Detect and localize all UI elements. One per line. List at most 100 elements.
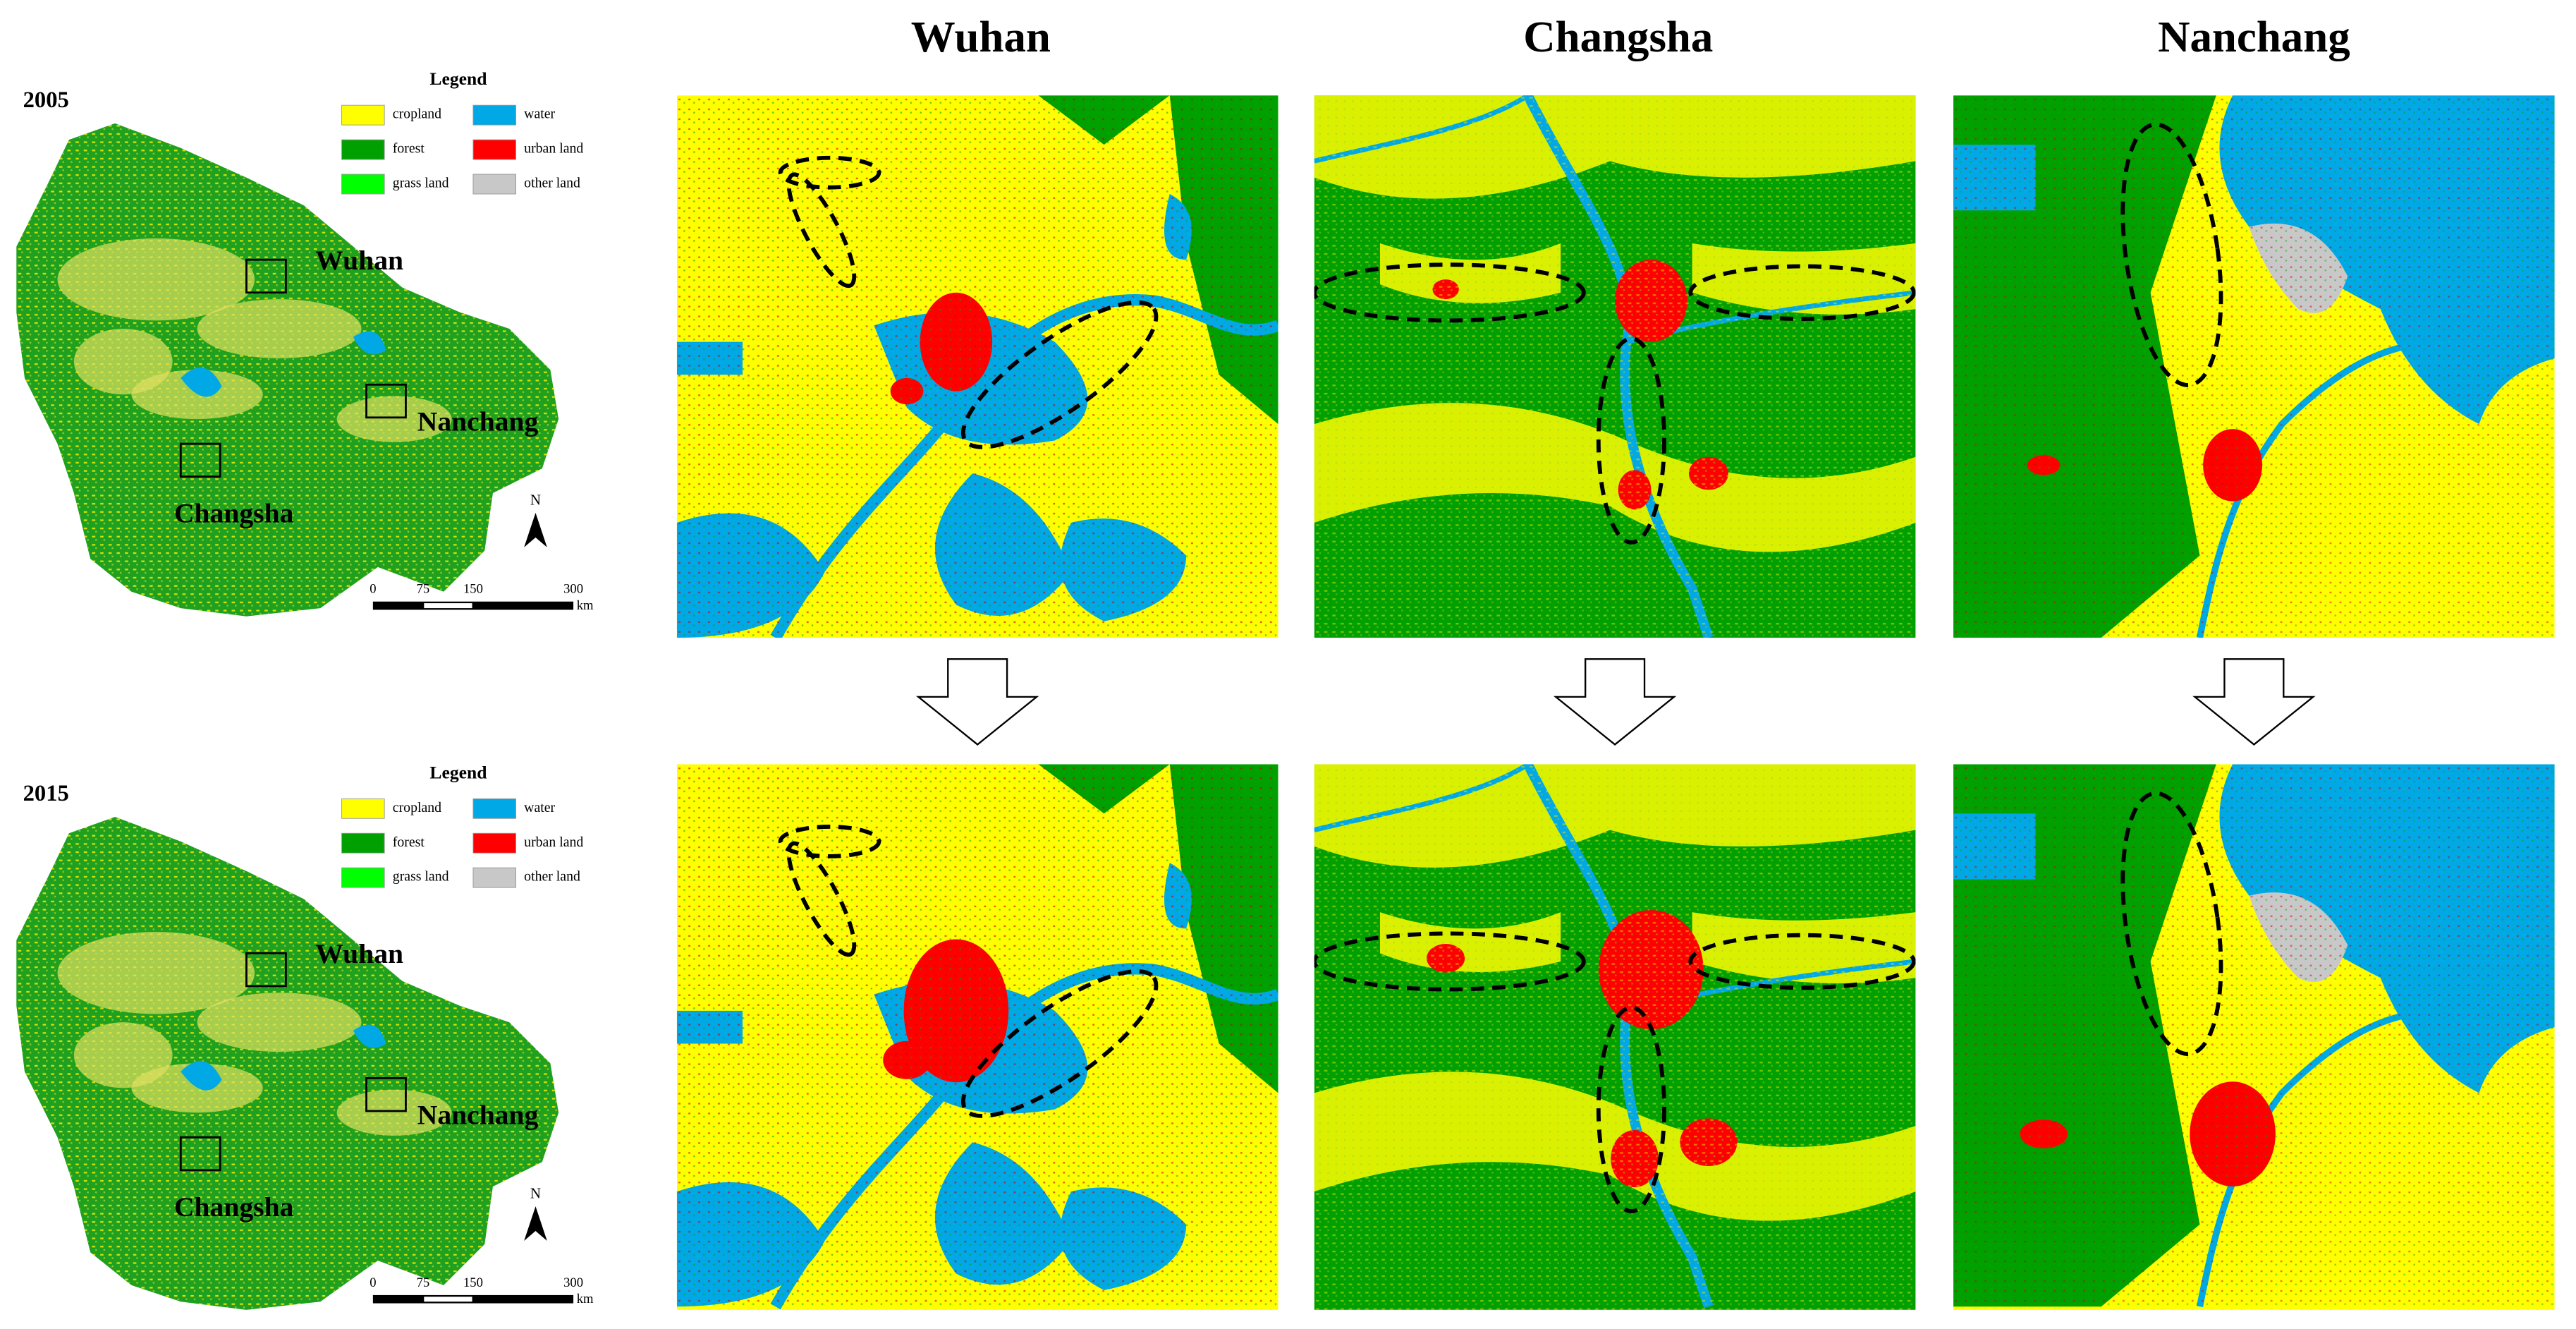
legend-label: water	[524, 107, 555, 122]
legend-swatch	[472, 832, 516, 854]
transition-arrow	[1553, 658, 1677, 746]
legend-swatch	[472, 104, 516, 126]
transition-arrow	[2192, 658, 2316, 746]
city-map	[1314, 95, 1916, 638]
city-label: Nanchang	[417, 1099, 539, 1130]
legend-swatch	[341, 798, 385, 819]
scale-bar-white	[424, 1297, 472, 1302]
scale-bar	[372, 1294, 574, 1304]
city-box	[365, 1076, 407, 1112]
highlight-ellipse	[778, 825, 881, 858]
column-title: Wuhan	[911, 12, 1051, 61]
cropland-area	[197, 299, 362, 358]
city-box	[245, 952, 287, 988]
city-box	[245, 258, 287, 294]
highlight-ellipse	[786, 841, 857, 957]
city-label: Wuhan	[315, 938, 403, 969]
transition-arrow	[916, 658, 1039, 746]
scale-label: 0	[370, 582, 376, 597]
scale-label: 150	[463, 1275, 483, 1290]
cropland-area	[131, 1063, 263, 1113]
highlight-ellipse	[786, 172, 857, 289]
legend-label: cropland	[393, 107, 441, 122]
scale-label: 150	[463, 582, 483, 597]
city-label: Changsha	[174, 1191, 294, 1222]
legend-title: Legend	[429, 68, 487, 89]
cropland-area	[57, 238, 255, 321]
city-box	[179, 1136, 221, 1172]
north-arrow	[524, 512, 547, 547]
scale-unit: km	[577, 598, 594, 613]
city-map	[1314, 764, 1916, 1310]
highlight-ellipse	[1314, 931, 1586, 992]
column-title: Changsha	[1523, 12, 1713, 61]
speckle	[1953, 764, 2555, 1310]
cropland-area	[73, 1022, 173, 1088]
north-arrow	[524, 1206, 547, 1242]
speckle	[1314, 95, 1916, 638]
legend-swatch	[341, 139, 385, 160]
scale-label: 300	[563, 1275, 583, 1290]
speckle	[676, 764, 1278, 1310]
legend-label: cropland	[393, 800, 441, 815]
scale-bar	[372, 601, 574, 610]
legend-swatch	[341, 174, 385, 195]
city-label: Changsha	[174, 498, 294, 529]
scale-label: 0	[370, 1275, 376, 1290]
city-box	[365, 383, 407, 419]
city-map	[676, 95, 1278, 638]
legend-label: water	[524, 800, 555, 815]
legend-swatch	[472, 174, 516, 195]
legend-swatch	[472, 798, 516, 819]
legend-swatch	[341, 104, 385, 126]
speckle	[1314, 764, 1916, 1310]
highlight-ellipse	[778, 155, 881, 190]
speckle	[1953, 95, 2555, 638]
cropland-area	[73, 329, 173, 395]
cropland-area	[57, 932, 255, 1014]
legend-swatch	[472, 867, 516, 888]
legend-swatch	[341, 867, 385, 888]
legend-label: urban land	[524, 835, 583, 850]
legend-swatch	[341, 832, 385, 854]
north-label: N	[530, 491, 541, 508]
highlight-ellipse	[1688, 264, 1916, 321]
highlight-ellipse	[2120, 791, 2223, 1057]
highlight-ellipse	[1596, 1005, 1666, 1214]
scale-label: 300	[563, 582, 583, 597]
city-map	[676, 764, 1278, 1310]
lake	[181, 1024, 386, 1091]
year-label: 2015	[23, 781, 69, 806]
year-label: 2005	[23, 87, 69, 113]
legend-label: other land	[524, 869, 580, 885]
scale-label: 75	[417, 582, 430, 597]
overview-map: 2005 Wuhan Nanchang Changsha Legend cropland w…	[16, 68, 594, 617]
scale-unit: km	[577, 1292, 594, 1306]
overview-map: 2015 Wuhan Nanchang Changsha Legend cropland w…	[16, 762, 594, 1310]
city-box	[179, 442, 221, 478]
column-title: Nanchang	[2158, 12, 2350, 61]
legend-label: forest	[393, 141, 425, 157]
highlight-ellipse	[960, 969, 1159, 1118]
scale-label: 75	[417, 1275, 430, 1290]
north-label: N	[530, 1185, 541, 1202]
highlight-ellipse	[1596, 336, 1666, 545]
legend-label: grass land	[393, 176, 449, 191]
lake	[181, 331, 386, 397]
city-map	[1953, 95, 2555, 638]
city-label: Wuhan	[315, 245, 403, 276]
highlight-ellipse	[1314, 262, 1586, 323]
highlight-ellipse	[1688, 933, 1916, 990]
legend-title: Legend	[429, 762, 487, 782]
city-map	[1953, 764, 2555, 1310]
city-label: Nanchang	[417, 406, 539, 437]
highlight-ellipse	[2120, 122, 2223, 387]
cropland-area	[197, 993, 362, 1052]
scale-bar-white	[424, 603, 472, 609]
speckle	[676, 95, 1278, 638]
legend-swatch	[472, 139, 516, 160]
legend-label: grass land	[393, 869, 449, 885]
legend-label: urban land	[524, 141, 583, 157]
